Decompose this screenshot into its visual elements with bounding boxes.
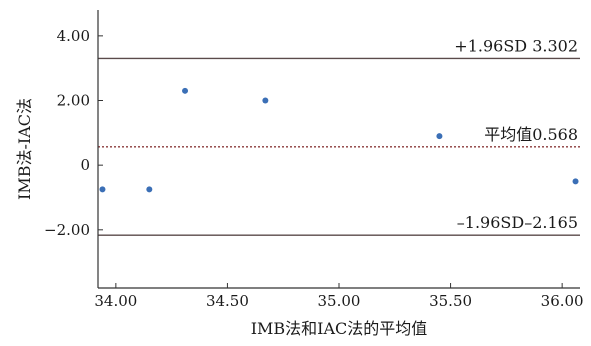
y-axis-title: IMB法-IAC法 bbox=[15, 98, 34, 200]
x-tick-label: 34.00 bbox=[94, 292, 137, 310]
reference-lines bbox=[98, 57, 580, 236]
data-points bbox=[99, 87, 579, 193]
y-axis-ticks: 4.00 2.00 0 −2.00 bbox=[44, 27, 103, 239]
data-point bbox=[146, 186, 153, 193]
x-axis-ticks: 34.00 34.50 35.00 35.50 36.00 bbox=[94, 283, 584, 310]
data-point bbox=[99, 186, 106, 193]
data-point bbox=[182, 87, 189, 94]
reference-label-upper: +1.96SD 3.302 bbox=[454, 36, 578, 55]
y-tick-label: −2.00 bbox=[44, 221, 90, 239]
y-tick-label: 0 bbox=[80, 156, 90, 174]
x-tick-label: 35.50 bbox=[429, 292, 472, 310]
data-point bbox=[262, 97, 269, 104]
reference-label-mean: 平均值0.568 bbox=[484, 125, 578, 144]
x-tick-label: 36.00 bbox=[541, 292, 584, 310]
reference-label-lower: –1.96SD–2.165 bbox=[457, 213, 578, 232]
y-tick-label: 4.00 bbox=[57, 27, 90, 45]
data-point bbox=[436, 133, 443, 140]
x-tick-label: 34.50 bbox=[206, 292, 249, 310]
x-axis-title: IMB法和IAC法的平均值 bbox=[251, 319, 428, 338]
y-tick-label: 2.00 bbox=[57, 92, 90, 110]
data-point bbox=[572, 178, 579, 185]
reference-line-labels: +1.96SD 3.302 平均值0.568 –1.96SD–2.165 bbox=[454, 36, 578, 232]
x-tick-label: 35.00 bbox=[318, 292, 361, 310]
